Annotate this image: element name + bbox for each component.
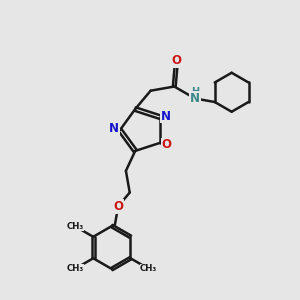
Text: N: N	[190, 92, 200, 105]
Text: CH₃: CH₃	[66, 222, 84, 231]
Text: O: O	[171, 54, 181, 67]
Text: N: N	[109, 122, 119, 136]
Text: O: O	[113, 200, 123, 213]
Text: O: O	[162, 138, 172, 152]
Text: N: N	[161, 110, 171, 123]
Text: CH₃: CH₃	[66, 264, 84, 273]
Text: CH₃: CH₃	[140, 264, 157, 273]
Text: H: H	[191, 86, 199, 97]
